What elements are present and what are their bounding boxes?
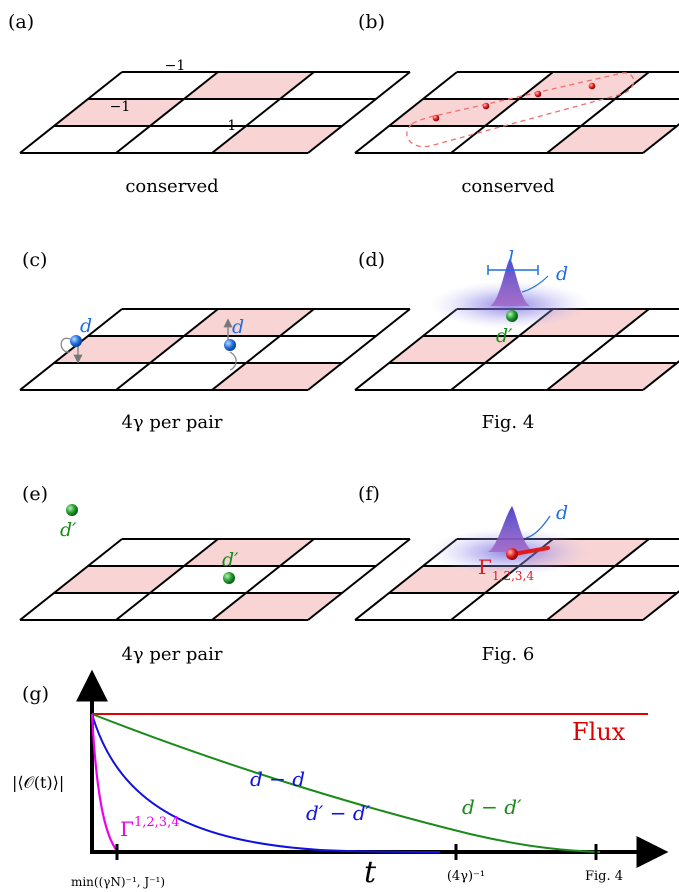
shaded-plaquette	[547, 363, 677, 390]
gamma-label-f: Γ	[478, 555, 492, 579]
panel-label-a: (a)	[8, 11, 34, 33]
defect-label-dprime-left: d′	[60, 519, 77, 541]
wavepacket-peak-f	[488, 506, 534, 552]
caption-e: 4γ per pair	[121, 644, 222, 665]
xtick-label-2: (4γ)⁻¹	[447, 869, 485, 884]
lattice-column-line	[19, 308, 123, 391]
loop-operator	[406, 72, 635, 148]
loop-vertex-3	[534, 90, 542, 98]
curve-gamma	[90, 713, 119, 853]
panel-label-c: (c)	[22, 249, 47, 271]
x-axis-label: t	[364, 855, 377, 890]
label-d-d: d − d	[250, 767, 305, 791]
defect-dprime-left	[66, 504, 78, 516]
xtick-label-1: min((γN)⁻¹, J⁻¹)	[71, 875, 165, 889]
shaded-plaquette	[212, 363, 342, 390]
curve-d-d	[91, 713, 441, 853]
lattice-column-line	[642, 360, 679, 391]
label-gamma-sup: 1,2,3,4	[134, 815, 179, 830]
lattice-column-line	[115, 308, 219, 391]
shaded-plaquette	[54, 99, 184, 126]
decay-plot: min((γN)⁻¹, J⁻¹) (4γ)⁻¹ Fig. 4 t |⟨𝒪(t)⟩…	[12, 669, 669, 890]
shaded-plaquette	[54, 566, 184, 593]
lattice-column-line	[642, 123, 679, 154]
cell-value-a-3: −1	[216, 118, 237, 134]
defect-d-right	[224, 339, 236, 351]
label-flux: Flux	[572, 718, 626, 746]
wavepacket-peak	[490, 258, 530, 306]
lattice-column-line	[307, 308, 411, 391]
lattice-column-line	[307, 71, 411, 154]
hop-arc-left	[60, 337, 73, 353]
loop-vertex-4	[588, 82, 596, 90]
panel-label-d: (d)	[358, 249, 385, 271]
lattice-column-line	[211, 308, 315, 391]
defect-label-dprime-right: d′	[222, 549, 239, 571]
label-d-dprime: d − d′	[462, 795, 522, 819]
lattice-column-line	[642, 590, 679, 621]
lattice-column-line	[115, 538, 219, 621]
gamma-arrow	[512, 546, 550, 556]
loop-vertex-2	[482, 102, 490, 110]
lattice-e	[19, 538, 411, 621]
panel-label-f: (f)	[358, 483, 380, 505]
defect-pointer-d-f	[525, 515, 551, 539]
xtick-label-3: Fig. 4	[585, 869, 623, 884]
caption-d: Fig. 4	[482, 412, 535, 433]
panel-label-e: (e)	[22, 483, 48, 505]
label-gamma: Γ	[120, 817, 134, 841]
lattice-column-line	[450, 71, 554, 154]
shaded-plaquette	[184, 309, 314, 336]
caption-c: 4γ per pair	[121, 412, 222, 433]
lattice-column-line	[19, 71, 123, 154]
lattice-column-line	[307, 538, 411, 621]
shaded-plaquette	[389, 99, 519, 126]
loop-vertex-1	[432, 114, 440, 122]
lattice-column-line	[354, 308, 458, 391]
caption-f: Fig. 6	[482, 644, 535, 665]
lattice-column-line	[211, 538, 315, 621]
defect-dprime-right	[223, 572, 235, 584]
y-axis-label: |⟨𝒪(t)⟩|	[12, 773, 64, 792]
shaded-plaquette	[212, 126, 342, 153]
lattice-column-line	[211, 71, 315, 154]
lattice-column-line	[546, 308, 650, 391]
lattice-column-line	[115, 71, 219, 154]
defect-d-left	[70, 335, 82, 347]
curve-d-dprime	[91, 713, 601, 853]
hop-arc-right	[229, 351, 237, 371]
shaded-plaquette	[389, 336, 519, 363]
cell-value-a-1: −1	[165, 58, 186, 74]
caption-a: conserved	[125, 176, 218, 197]
lattice-column-line	[354, 71, 458, 154]
defect-label-d-left: d	[80, 315, 92, 337]
defect-dprime-d	[506, 310, 518, 322]
lattice-c	[19, 308, 411, 391]
panel-label-b: (b)	[358, 11, 385, 33]
defect-label-d-f: d	[556, 502, 568, 524]
lattice-column-line	[546, 538, 650, 621]
shaded-plaquette	[184, 539, 314, 566]
panel-label-g: (g)	[22, 683, 49, 705]
gamma-sub-f: 1,2,3,4	[492, 569, 534, 583]
shaded-plaquette	[519, 72, 649, 99]
defect-pointer-d	[521, 275, 549, 293]
shaded-plaquette	[54, 336, 184, 363]
lattice-column-line	[19, 538, 123, 621]
lattice-a	[19, 71, 411, 154]
defect-label-d-spread: d	[556, 263, 568, 285]
defect-gamma	[506, 548, 518, 560]
shaded-plaquette	[547, 126, 677, 153]
cell-value-a-2: −1	[110, 99, 131, 115]
length-label: l	[508, 247, 514, 269]
caption-b: conserved	[461, 176, 554, 197]
shaded-plaquette	[184, 72, 314, 99]
label-dprime-dprime: d′ − d′	[306, 801, 371, 825]
defect-label-dprime-d: d′	[496, 325, 513, 347]
lattice-b	[354, 71, 679, 154]
defect-label-d-right: d	[232, 316, 244, 338]
shaded-plaquette	[547, 593, 677, 620]
shaded-plaquette	[212, 593, 342, 620]
